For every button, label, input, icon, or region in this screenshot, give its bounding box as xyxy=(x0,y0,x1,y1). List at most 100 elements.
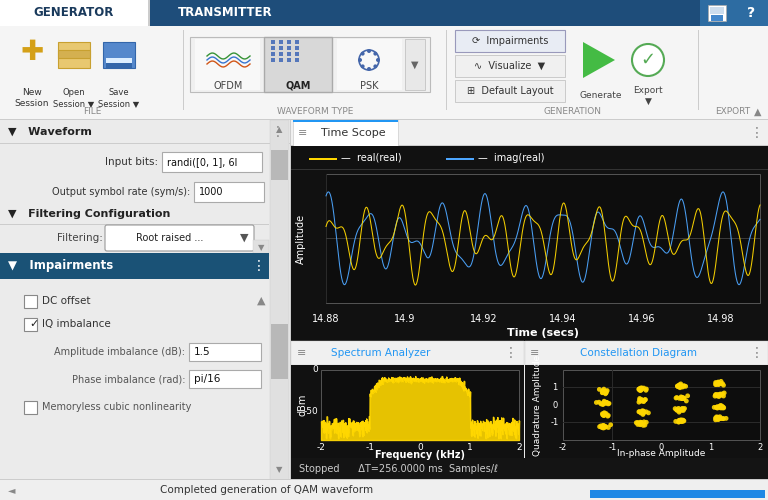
Text: -1: -1 xyxy=(608,442,617,452)
Point xyxy=(598,385,610,393)
Point xyxy=(637,397,649,405)
Text: 2: 2 xyxy=(757,442,763,452)
Point xyxy=(596,387,608,395)
Point xyxy=(598,387,611,395)
Point xyxy=(637,410,649,418)
Text: FILE: FILE xyxy=(83,108,101,116)
Point xyxy=(594,422,607,430)
Point xyxy=(599,410,611,418)
Point xyxy=(677,417,689,425)
Text: Quadrature Amplitude: Quadrature Amplitude xyxy=(534,354,542,456)
Point xyxy=(637,408,650,416)
Point xyxy=(710,391,722,399)
Point xyxy=(633,408,645,416)
Point xyxy=(714,404,727,412)
Point xyxy=(602,412,614,420)
Point xyxy=(634,396,646,404)
Point xyxy=(673,418,685,426)
Point xyxy=(635,420,647,428)
Point xyxy=(598,412,610,420)
Point xyxy=(711,391,723,399)
Polygon shape xyxy=(583,42,615,78)
Text: OFDM: OFDM xyxy=(214,81,243,91)
Point xyxy=(637,407,650,415)
Point xyxy=(710,390,722,398)
Point xyxy=(673,408,685,416)
Point xyxy=(713,380,725,388)
Point xyxy=(637,408,649,416)
Point xyxy=(675,382,687,390)
Point xyxy=(593,398,605,406)
Point xyxy=(597,422,609,430)
Point xyxy=(596,400,608,408)
Point xyxy=(640,386,652,394)
Point xyxy=(636,396,648,404)
Text: DC offset: DC offset xyxy=(42,296,91,306)
Point xyxy=(602,400,614,408)
Point xyxy=(634,418,647,426)
Text: Memoryless cubic nonlinearity: Memoryless cubic nonlinearity xyxy=(42,402,191,412)
Point xyxy=(714,390,727,398)
Point xyxy=(635,385,647,393)
Point xyxy=(711,392,723,400)
Point xyxy=(674,394,686,402)
Point xyxy=(600,400,612,407)
Point xyxy=(598,397,611,405)
Bar xyxy=(287,52,291,56)
Point xyxy=(634,408,646,416)
Point xyxy=(634,396,647,404)
Point xyxy=(634,385,646,393)
Text: ▼: ▼ xyxy=(276,466,283,474)
Point xyxy=(713,392,725,400)
Point xyxy=(671,406,684,414)
Bar xyxy=(446,30,447,110)
Point xyxy=(711,414,723,422)
Point xyxy=(710,413,723,421)
Point xyxy=(604,421,617,429)
Point xyxy=(597,422,609,430)
Point xyxy=(634,420,647,428)
Bar xyxy=(295,52,299,56)
Bar xyxy=(271,46,275,50)
Text: Time (secs): Time (secs) xyxy=(507,328,579,338)
Point xyxy=(597,388,609,396)
Circle shape xyxy=(373,52,377,56)
Point xyxy=(634,385,646,393)
Text: 1: 1 xyxy=(467,444,472,452)
Point xyxy=(634,394,646,402)
Point xyxy=(641,418,653,426)
Text: ▲: ▲ xyxy=(754,107,762,117)
Text: ▼   Waveform: ▼ Waveform xyxy=(8,127,92,137)
Point xyxy=(600,388,612,396)
Bar xyxy=(58,42,90,68)
Point xyxy=(603,400,615,407)
Text: Frequency (kHz): Frequency (kHz) xyxy=(375,450,465,460)
Text: ⋮: ⋮ xyxy=(750,126,764,140)
Point xyxy=(633,385,645,393)
Text: GENERATOR: GENERATOR xyxy=(34,6,114,20)
Point xyxy=(674,382,686,390)
Point xyxy=(711,404,723,412)
Bar xyxy=(271,150,288,180)
Bar xyxy=(455,80,565,102)
Point xyxy=(676,418,688,426)
Point xyxy=(632,419,644,427)
Text: ?: ? xyxy=(747,6,755,20)
Point xyxy=(638,396,650,404)
Point xyxy=(713,391,726,399)
Text: QAM: QAM xyxy=(286,81,311,91)
Point xyxy=(674,381,686,389)
Point xyxy=(712,380,724,388)
Text: Amplitude imbalance (dB):: Amplitude imbalance (dB): xyxy=(54,347,185,357)
Bar xyxy=(0,0,768,26)
Text: 14.88: 14.88 xyxy=(313,314,339,324)
Point xyxy=(717,404,729,412)
Point xyxy=(598,398,610,406)
Point xyxy=(639,396,651,404)
Point xyxy=(712,378,724,386)
Bar xyxy=(0,119,768,120)
Text: ▲: ▲ xyxy=(276,126,283,134)
Point xyxy=(593,386,605,394)
Bar xyxy=(279,40,283,44)
Point xyxy=(710,404,723,411)
